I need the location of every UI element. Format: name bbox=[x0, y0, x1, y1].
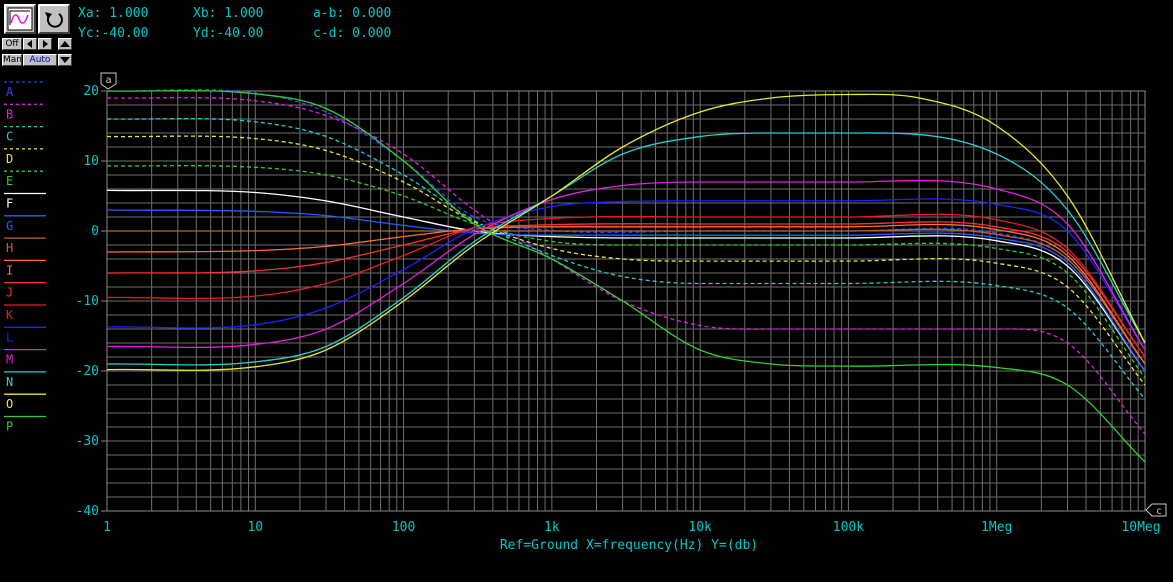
legend-label: O bbox=[6, 397, 13, 411]
readout-cd: c-d: 0.000 bbox=[313, 26, 392, 41]
trace-o bbox=[106, 93, 1146, 371]
x-tick-label: 100 bbox=[392, 520, 415, 535]
down-arrow-icon bbox=[60, 57, 70, 63]
legend-label: M bbox=[6, 353, 13, 367]
x-tick-label: 100k bbox=[833, 520, 864, 535]
x-tick-label: 1Meg bbox=[981, 520, 1012, 535]
readout-yc: Yc:-40.00 bbox=[78, 26, 149, 41]
trace-e bbox=[106, 165, 1146, 379]
legend-item-l[interactable]: L bbox=[4, 326, 46, 344]
trace-j bbox=[106, 221, 1146, 358]
legend-label: P bbox=[6, 420, 13, 434]
trace-f bbox=[106, 189, 1146, 372]
trace-a bbox=[106, 88, 1146, 365]
down-arrow-button[interactable] bbox=[58, 54, 72, 66]
readout-ab: a-b: 0.000 bbox=[313, 6, 392, 21]
legend-item-j[interactable]: J bbox=[4, 282, 46, 300]
legend-label: J bbox=[6, 286, 13, 300]
cursor-marker-c[interactable]: c bbox=[1145, 503, 1167, 517]
y-tick-label: -20 bbox=[76, 364, 99, 379]
legend-item-n[interactable]: N bbox=[4, 371, 46, 389]
legend-item-c[interactable]: C bbox=[4, 125, 46, 144]
readout-xa: Xa: 1.000 bbox=[78, 6, 149, 21]
trace-p bbox=[106, 89, 1146, 463]
cursor-marker-a-label: a bbox=[105, 75, 111, 86]
trace-l bbox=[106, 198, 1146, 351]
legend-item-g[interactable]: G bbox=[4, 215, 46, 233]
readout-xb: Xb: 1.000 bbox=[193, 6, 264, 21]
x-tick-label: 1k bbox=[544, 520, 560, 535]
legend-label: E bbox=[6, 174, 13, 188]
trace-d bbox=[106, 135, 1146, 386]
legend-label: L bbox=[6, 330, 13, 344]
legend-item-b[interactable]: B bbox=[4, 103, 46, 121]
y-tick-label: 20 bbox=[83, 84, 99, 99]
left-arrow-button[interactable] bbox=[23, 38, 37, 50]
x-tick-label: 10Meg bbox=[1121, 520, 1160, 535]
y-tick-label: -30 bbox=[76, 434, 99, 449]
trace-b bbox=[106, 96, 1146, 435]
x-tick-label: 1 bbox=[103, 520, 111, 535]
y-tick-label: -10 bbox=[76, 294, 99, 309]
legend-item-m[interactable]: M bbox=[4, 348, 46, 367]
y-tick-label: 10 bbox=[83, 154, 99, 169]
x-tick-label: 10 bbox=[247, 520, 263, 535]
trace-n bbox=[106, 132, 1146, 366]
legend-label: I bbox=[6, 263, 13, 277]
readout-yd: Yd:-40.00 bbox=[193, 26, 264, 41]
legend-label: H bbox=[6, 241, 13, 255]
x-axis-label: Ref=Ground X=frequency(Hz) Y=(db) bbox=[500, 538, 758, 553]
waveform-button[interactable] bbox=[4, 4, 36, 34]
up-arrow-icon bbox=[60, 41, 70, 47]
trace-m bbox=[106, 179, 1146, 351]
y-tick-label: -40 bbox=[76, 504, 99, 519]
legend-label: D bbox=[6, 152, 13, 166]
legend-label: G bbox=[6, 219, 13, 233]
cursor-marker-c-label: c bbox=[1156, 506, 1162, 517]
legend-label: N bbox=[6, 375, 13, 389]
right-arrow-icon bbox=[43, 40, 48, 48]
legend-item-k[interactable]: K bbox=[4, 304, 46, 322]
right-arrow-button[interactable] bbox=[38, 38, 52, 50]
legend-item-a[interactable]: A bbox=[4, 81, 46, 99]
legend-item-i[interactable]: I bbox=[4, 259, 46, 277]
legend-item-h[interactable]: H bbox=[4, 237, 46, 255]
trace-c bbox=[106, 117, 1146, 400]
undo-button[interactable] bbox=[38, 4, 70, 34]
legend-label: C bbox=[6, 130, 13, 144]
man-button[interactable]: Man bbox=[2, 54, 22, 66]
traces bbox=[106, 88, 1146, 463]
legend-item-e[interactable]: E bbox=[4, 170, 46, 188]
legend-label: B bbox=[6, 107, 13, 121]
x-tick-label: 10k bbox=[688, 520, 712, 535]
auto-button[interactable]: Auto bbox=[23, 54, 57, 66]
waveform-icon bbox=[7, 7, 33, 31]
trace-h bbox=[107, 228, 1146, 365]
cursor-marker-a[interactable]: a bbox=[100, 72, 117, 90]
x-axis-ticks: 1 10 100 1k 10k 100k 1Meg 10Meg bbox=[103, 520, 1160, 535]
trace-g bbox=[106, 209, 1146, 372]
plot-grid bbox=[106, 90, 1145, 512]
left-arrow-icon bbox=[27, 40, 32, 48]
y-tick-label: 0 bbox=[91, 224, 99, 239]
off-button[interactable]: Off bbox=[2, 38, 22, 50]
legend-label: A bbox=[6, 85, 14, 99]
trace-k bbox=[106, 213, 1146, 358]
up-arrow-button[interactable] bbox=[58, 38, 72, 50]
legend-item-p[interactable]: P bbox=[4, 415, 46, 434]
undo-icon bbox=[45, 12, 63, 28]
legend-label: K bbox=[6, 308, 14, 322]
legend-item-d[interactable]: D bbox=[4, 148, 46, 166]
y-axis-ticks: 20 10 0 -10 -20 -30 -40 bbox=[76, 84, 107, 519]
legend-item-o[interactable]: O bbox=[4, 393, 46, 411]
legend-item-f[interactable]: F bbox=[4, 192, 46, 211]
legend-label: F bbox=[6, 197, 13, 211]
trace-i bbox=[106, 223, 1146, 365]
